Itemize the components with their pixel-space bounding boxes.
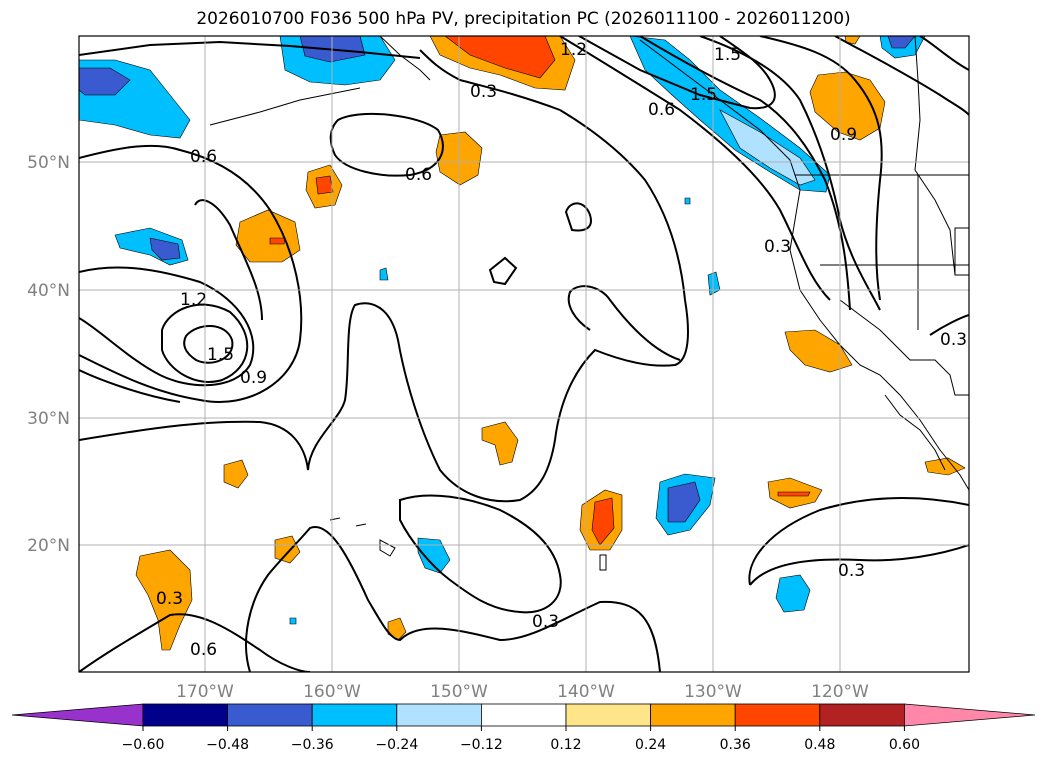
colorbar [11, 703, 1036, 727]
map-frame [78, 35, 970, 673]
lat-label: 50°N [27, 153, 70, 173]
colorbar-segment [227, 703, 313, 727]
colorbar-segment [142, 703, 228, 727]
colorbar-ticks [142, 726, 905, 731]
contour-label: 1.5 [690, 85, 717, 105]
colorbar-segment [650, 703, 736, 727]
contour-label: 0.6 [648, 100, 675, 120]
contour-label: 0.6 [190, 147, 217, 167]
lon-label: 130°W [684, 682, 742, 702]
contour-label: 0.3 [764, 237, 791, 257]
colorbar-segment [396, 703, 482, 727]
colorbar-tick-label: 0.60 [889, 737, 920, 753]
colorbar-tick-label: −0.60 [122, 737, 165, 753]
colorbar-segment [904, 703, 1036, 727]
colorbar-tick-label: −0.12 [460, 737, 503, 753]
lat-label: 30°N [27, 409, 70, 429]
colorbar-tick-label: −0.36 [291, 737, 334, 753]
colorbar-tick-label: −0.24 [375, 737, 418, 753]
colorbar-segment [480, 703, 567, 727]
colorbar-tick-label: 0.48 [804, 737, 835, 753]
lon-label: 120°W [811, 682, 869, 702]
contour-label: 1.5 [714, 45, 741, 65]
contour-label: 0.9 [830, 125, 857, 145]
contour-labels: 1.2 1.5 0.3 0.6 1.5 0.6 0.9 0.6 1.2 1.5 … [156, 40, 967, 660]
contour-label: 1.5 [207, 345, 234, 365]
colorbar-tick-label: 0.24 [635, 737, 666, 753]
lat-label: 20°N [27, 536, 70, 556]
colorbar-segment [734, 703, 821, 727]
contour-label: 0.3 [470, 82, 497, 102]
map-title: 2026010700 F036 500 hPa PV, precipitatio… [196, 9, 851, 29]
lon-labels: 170°W 160°W 150°W 140°W 130°W 120°W [176, 682, 869, 702]
colorbar-tick-label: 0.36 [720, 737, 751, 753]
map-area: 1.2 1.5 0.3 0.6 1.5 0.6 0.9 0.6 1.2 1.5 … [79, 36, 969, 672]
pv-contours [79, 36, 969, 672]
contour-label: 1.2 [560, 40, 587, 60]
colorbar-tick-labels: −0.60 −0.48 −0.36 −0.24 −0.12 0.12 0.24 … [122, 737, 920, 753]
lon-label: 140°W [557, 682, 615, 702]
colorbar-tick-label: 0.12 [550, 737, 581, 753]
contour-label: 0.3 [838, 561, 865, 581]
lon-label: 170°W [176, 682, 234, 702]
colorbar-segment [11, 703, 144, 727]
lon-label: 160°W [303, 682, 361, 702]
colorbar-segment [565, 703, 651, 727]
colorbar-segment [819, 703, 905, 727]
contour-label: 0.6 [405, 165, 432, 185]
lon-label: 150°W [430, 682, 488, 702]
graticule [79, 36, 969, 672]
colorbar-tick-label: −0.48 [206, 737, 249, 753]
contour-label: 1.2 [180, 290, 207, 310]
colorbar-segment [311, 703, 398, 727]
contour-label: 0.3 [156, 589, 183, 609]
coastlines [209, 36, 969, 571]
lat-label: 40°N [27, 281, 70, 301]
contour-label: 0.3 [532, 612, 559, 632]
contour-label: 0.6 [190, 640, 217, 660]
contour-label: 0.9 [240, 368, 267, 388]
precip-shading [79, 36, 966, 651]
contour-label: 0.3 [940, 330, 967, 350]
lat-labels: 50°N 40°N 30°N 20°N [27, 153, 70, 556]
